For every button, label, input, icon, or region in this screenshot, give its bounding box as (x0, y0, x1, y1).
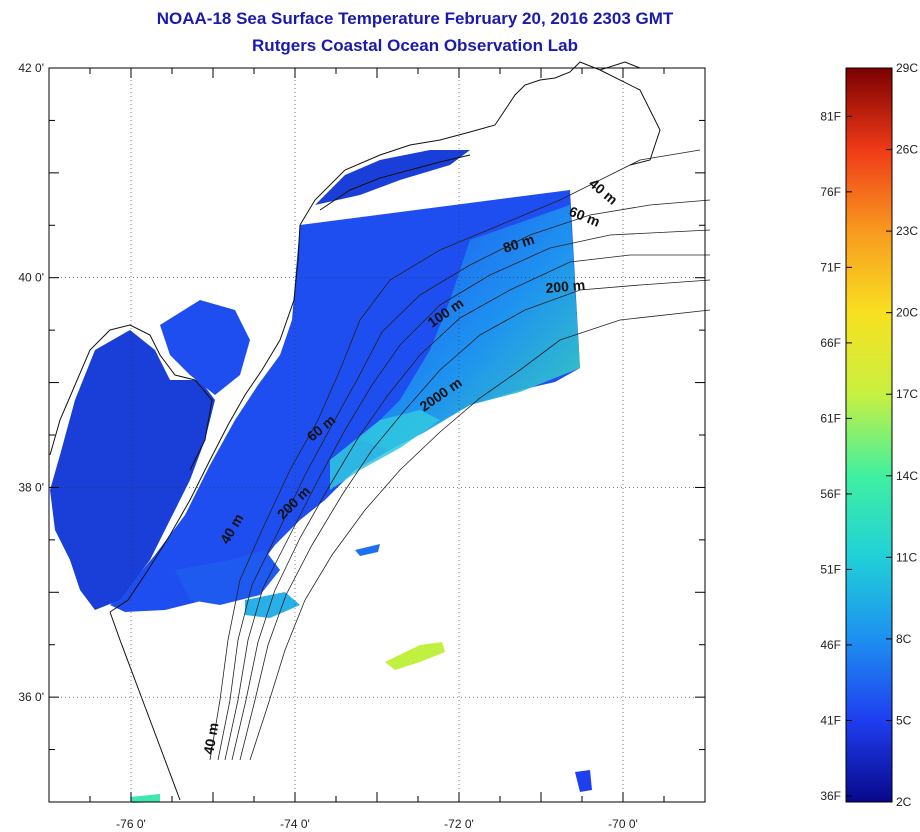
colorbar-c-label: 26C (896, 143, 918, 157)
sst-delaware (160, 300, 250, 395)
isobath-60m (217, 199, 711, 761)
isobath-label: 200 m (545, 277, 586, 296)
lat-tick-label: 36 0' (18, 690, 44, 704)
colorbar: 81F 76F 71F 66F 61F 56F 51F 46F 41F 36F 29C 26C 23C 2… (820, 61, 918, 809)
colorbar-f-label: 81F (820, 109, 841, 123)
lon-tick-label: -74 0' (280, 817, 310, 831)
isobath-80m (224, 229, 711, 761)
isobath-label: 40 m (200, 721, 221, 755)
coastline-new-england (299, 61, 641, 226)
sst-warm-eddy (385, 642, 445, 670)
colorbar-f-label: 56F (820, 487, 841, 501)
colorbar-c-label: 20C (896, 306, 918, 320)
colorbar-c-label: 14C (896, 469, 918, 483)
map-subtitle: Rutgers Coastal Ocean Observation Lab (252, 36, 578, 55)
sst-long-island (315, 150, 470, 205)
coastline-delmarva (109, 611, 181, 801)
sst-patch (175, 550, 280, 605)
sst-patch (245, 592, 300, 618)
isobath-40m (209, 149, 701, 761)
colorbar-f-label: 41F (820, 713, 841, 727)
map-ticks: 42 0' 40 0' 38 0' 36 0' -76 0' -74 0' -72 0' -7… (18, 61, 706, 831)
colorbar-c-label: 11C (896, 550, 917, 564)
coastline-layer (49, 61, 661, 801)
colorbar-c-label: 17C (896, 387, 918, 401)
lon-tick-label: -70 0' (608, 817, 638, 831)
coastline-cape-cod (599, 69, 661, 166)
coastline-new-jersey (109, 224, 301, 613)
isobath-label: 40 m (586, 175, 621, 208)
coastline-long-island (319, 154, 471, 211)
lon-tick-label: -76 0' (116, 817, 146, 831)
colorbar-f-label: 76F (820, 185, 841, 199)
isobath-200m (239, 279, 711, 761)
sst-shelf-edge (330, 410, 440, 490)
colorbar-f-label: 61F (820, 411, 841, 425)
colorbar-c-label: 29C (896, 61, 918, 75)
sst-chesapeake (50, 330, 215, 610)
colorbar-ticks: 81F 76F 71F 66F 61F 56F 51F 46F 41F 36F 29C 26C 23C 2… (820, 61, 918, 809)
colorbar-c-label: 5C (896, 713, 912, 727)
coastline-chesapeake (49, 324, 213, 471)
colorbar-f-label: 66F (820, 336, 841, 350)
lat-tick-label: 38 0' (18, 480, 44, 494)
sst-warm-offshore (360, 205, 580, 450)
colorbar-f-label: 46F (820, 638, 841, 652)
isobath-100m (231, 254, 710, 761)
lon-tick-label: -72 0' (444, 817, 474, 831)
lat-tick-label: 42 0' (18, 61, 44, 75)
colorbar-c-label: 23C (896, 224, 918, 238)
colorbar-f-label: 51F (820, 562, 841, 576)
isobath-label: 60 m (567, 203, 603, 230)
sst-patch (130, 794, 160, 803)
colorbar-scale (845, 67, 893, 803)
colorbar-f-label: 36F (820, 789, 841, 803)
sst-patch (355, 544, 380, 556)
colorbar-c-label: 8C (896, 632, 912, 646)
colorbar-c-label: 2C (896, 795, 912, 809)
isobath-2000m (249, 309, 711, 761)
lat-tick-label: 40 0' (18, 271, 44, 285)
sst-patch (575, 770, 592, 792)
isobath-layer (209, 149, 711, 761)
colorbar-f-label: 71F (820, 260, 841, 274)
map-title: NOAA-18 Sea Surface Temperature February… (156, 9, 674, 28)
